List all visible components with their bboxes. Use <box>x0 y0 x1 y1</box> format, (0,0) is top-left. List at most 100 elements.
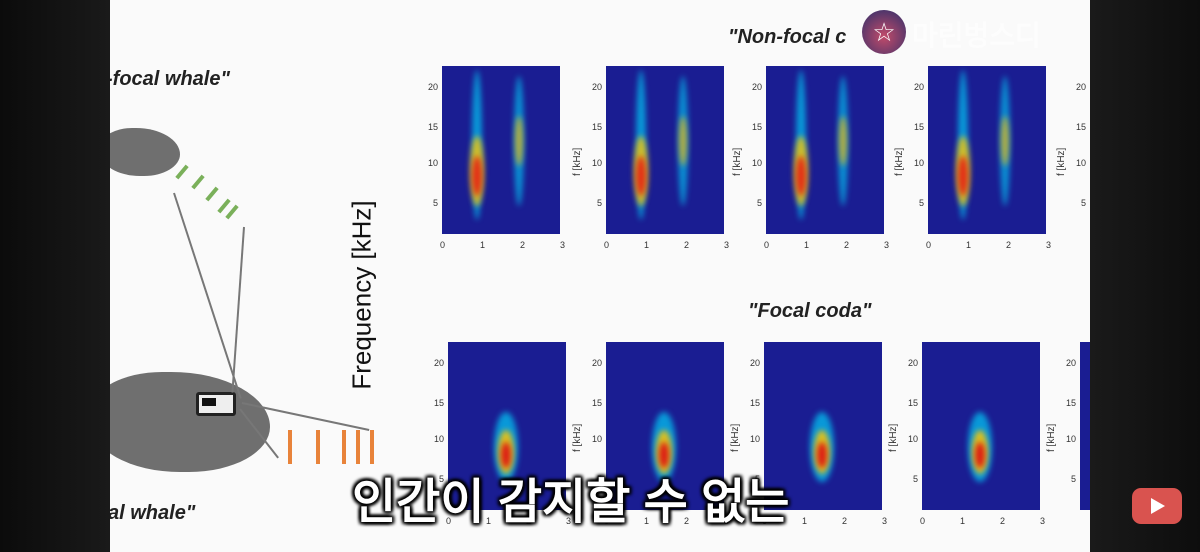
green-click-3 <box>205 186 219 202</box>
panel-frequency-label: f [kHz] <box>894 147 905 176</box>
orange-click-2 <box>316 430 320 464</box>
panel-frequency-label: f [kHz] <box>730 423 741 452</box>
y-tick-label: 20 <box>591 358 602 368</box>
x-tick-label: 1 <box>802 516 808 526</box>
y-tick-label: 20 <box>433 358 444 368</box>
y-tick-label: 15 <box>1075 122 1086 132</box>
spectrogram-panel <box>922 342 1040 510</box>
spectrogram-panel <box>442 66 560 234</box>
y-tick-label: 20 <box>907 358 918 368</box>
x-tick-label: 2 <box>526 516 532 526</box>
spectrogram-panel <box>1080 342 1090 510</box>
star-icon: ☆ <box>872 17 896 47</box>
y-tick-label: 15 <box>907 398 918 408</box>
y-tick-label: 10 <box>907 434 918 444</box>
panel-frequency-label: f [kHz] <box>1056 147 1067 176</box>
green-click-5 <box>225 204 239 220</box>
y-tick-label: 5 <box>912 474 918 484</box>
y-tick-label: 20 <box>427 82 438 92</box>
x-tick-label: 2 <box>1006 240 1012 250</box>
video-slide: -focal whale" al whale" "Non-focal c "Fo… <box>110 0 1090 552</box>
y-tick-label: 5 <box>432 198 438 208</box>
non-focal-coda-heading: "Non-focal c <box>728 26 847 48</box>
x-tick-label: 3 <box>724 240 730 250</box>
y-tick-label: 15 <box>427 122 438 132</box>
y-tick-label: 10 <box>751 158 762 168</box>
x-tick-label: 1 <box>966 240 972 250</box>
x-tick-label: 3 <box>1040 516 1046 526</box>
non-focal-whale-image <box>110 128 180 176</box>
panel-frequency-label: f [kHz] <box>572 423 583 452</box>
y-tick-label: 5 <box>754 474 760 484</box>
x-tick-label: 2 <box>684 516 690 526</box>
x-tick-label: 2 <box>684 240 690 250</box>
x-tick-label: 2 <box>842 516 848 526</box>
focal-coda-heading: "Focal coda" <box>748 300 872 322</box>
y-tick-label: 15 <box>751 122 762 132</box>
y-tick-label: 5 <box>1070 474 1076 484</box>
x-tick-label: 0 <box>920 516 926 526</box>
orange-click-3 <box>342 430 346 464</box>
spectrogram-panel <box>606 66 724 234</box>
x-tick-label: 3 <box>884 240 890 250</box>
panel-frequency-label: f [kHz] <box>888 423 899 452</box>
frequency-axis-label: Frequency [kHz] <box>346 200 377 390</box>
panel-frequency-label: f [kHz] <box>1046 423 1057 452</box>
x-tick-label: 3 <box>560 240 566 250</box>
green-click-1 <box>175 164 189 180</box>
orange-click-1 <box>288 430 292 464</box>
x-tick-label: 0 <box>440 240 446 250</box>
panel-frequency-label: f [kHz] <box>732 147 743 176</box>
right-border <box>1090 0 1200 552</box>
x-tick-label: 0 <box>604 240 610 250</box>
y-tick-label: 20 <box>751 82 762 92</box>
spectrogram-panel <box>766 66 884 234</box>
x-tick-label: 0 <box>604 516 610 526</box>
y-tick-label: 10 <box>591 434 602 444</box>
y-tick-label: 15 <box>749 398 760 408</box>
x-tick-label: 1 <box>804 240 810 250</box>
y-tick-label: 20 <box>1075 82 1086 92</box>
youtube-play-icon[interactable] <box>1132 488 1182 524</box>
y-tick-label: 10 <box>433 434 444 444</box>
y-tick-label: 5 <box>596 474 602 484</box>
x-tick-label: 2 <box>844 240 850 250</box>
x-tick-label: 0 <box>762 516 768 526</box>
y-tick-label: 10 <box>427 158 438 168</box>
spectrogram-panel <box>764 342 882 510</box>
x-tick-label: 2 <box>520 240 526 250</box>
x-tick-label: 1 <box>486 516 492 526</box>
y-tick-label: 5 <box>1080 198 1086 208</box>
orange-click-5 <box>370 430 374 464</box>
x-tick-label: 3 <box>724 516 730 526</box>
x-tick-label: 1 <box>480 240 486 250</box>
left-border <box>0 0 110 552</box>
x-tick-label: 3 <box>882 516 888 526</box>
y-tick-label: 5 <box>756 198 762 208</box>
channel-logo: ☆ <box>862 10 906 54</box>
spectrogram-panel <box>448 342 566 510</box>
subtitle: 인간이 감지할 수 없는 <box>352 476 790 529</box>
y-tick-label: 15 <box>433 398 444 408</box>
y-tick-label: 5 <box>438 474 444 484</box>
y-tick-label: 15 <box>591 122 602 132</box>
focal-whale-image <box>110 372 270 472</box>
y-tick-label: 20 <box>913 82 924 92</box>
spectrogram-panel <box>606 342 724 510</box>
y-tick-label: 15 <box>591 398 602 408</box>
focal-whale-heading: al whale" <box>110 502 196 524</box>
x-tick-label: 2 <box>1000 516 1006 526</box>
x-tick-label: 0 <box>764 240 770 250</box>
y-tick-label: 10 <box>913 158 924 168</box>
x-tick-label: 0 <box>926 240 932 250</box>
y-tick-label: 10 <box>591 158 602 168</box>
green-click-2 <box>191 174 205 190</box>
y-tick-label: 20 <box>1065 358 1076 368</box>
channel-watermark: 마린벙스디 <box>912 20 1041 51</box>
x-tick-label: 0 <box>446 516 452 526</box>
y-tick-label: 20 <box>749 358 760 368</box>
y-tick-label: 20 <box>591 82 602 92</box>
orange-click-4 <box>356 430 360 464</box>
spectrogram-panel <box>928 66 1046 234</box>
whale-tag-device <box>196 392 236 416</box>
